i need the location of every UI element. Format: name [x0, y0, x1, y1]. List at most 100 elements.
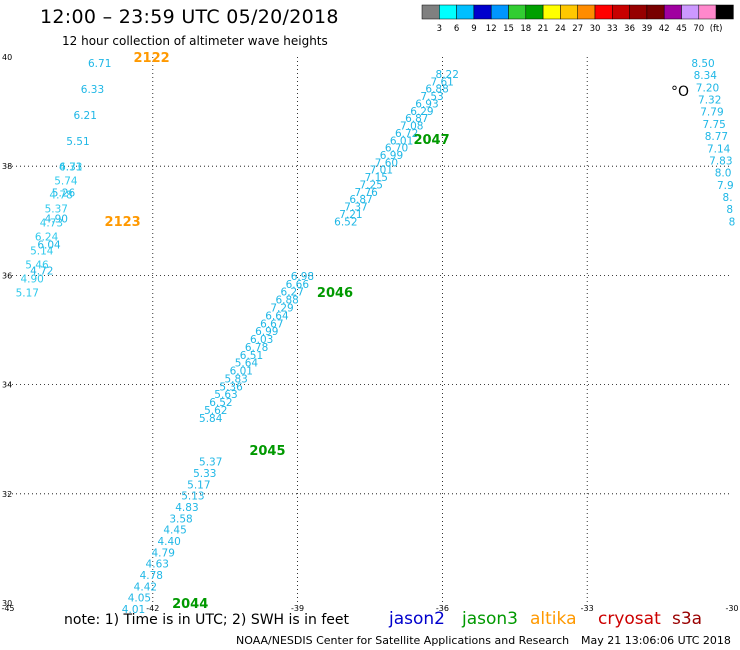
wave-height-value: 7.01: [370, 165, 393, 177]
wave-height-value: 6.88: [425, 84, 448, 96]
satellite-name-cryosat: cryosat: [598, 609, 661, 629]
lon-tick-label: -33: [581, 604, 594, 613]
wave-height-value: 7.14: [707, 143, 731, 155]
wave-height-value: 7.79: [700, 107, 723, 119]
wave-height-value: 6.99: [380, 150, 403, 162]
wave-height-value: 7.20: [696, 82, 719, 94]
legend-label: 21: [538, 24, 549, 34]
wave-height-value: 4.79: [152, 547, 175, 559]
lat-tick-label: 32: [2, 490, 12, 499]
wave-height-value: 6.01: [230, 366, 253, 378]
color-legend: 3 6 9 12 15 18 21 24 27 30 33 36 39 42 45 70 (ft): [421, 4, 734, 34]
legend-label: 15: [503, 24, 514, 34]
credit-text: NOAA/NESDIS Center for Satellite Applica…: [236, 634, 570, 647]
lat-tick-label: 36: [2, 271, 12, 280]
wave-height-value: 4.42: [134, 581, 157, 593]
wave-height-value: 8.77: [705, 131, 728, 143]
satellite-name-jason2: jason2: [389, 609, 445, 629]
track-2045: 5.375.335.175.134.833.584.454.404.794.63…: [122, 444, 286, 616]
wave-height-value: 6.87: [349, 194, 372, 206]
altimeter-tracks: 6.71 6.33 6.21 5.51 6.31 5.26 4.90 6.04 4.72 2122…: [16, 51, 736, 616]
legend-swatch: [490, 4, 509, 20]
wave-height-value: 7.53: [420, 91, 443, 103]
legend-swatch: [542, 4, 561, 20]
wave-height-value: 6.33: [81, 84, 104, 96]
wave-height-value: 6.87: [405, 113, 428, 125]
track-2122: 6.71 6.33 6.21 5.51 6.31 5.26 4.90 6.04 4.72 2122: [30, 51, 170, 277]
wave-height-value: 4.83: [175, 502, 198, 514]
wave-height-value: 4.78: [49, 190, 72, 202]
wave-height-value: 6.66: [286, 279, 310, 291]
wave-height-value: 4.90: [20, 273, 43, 285]
wave-height-value: 5.37: [199, 457, 222, 469]
legend-label: 45: [676, 24, 687, 34]
wave-height-value: 4.72: [30, 265, 53, 277]
wave-height-value: 6.29: [410, 106, 433, 118]
lon-tick-label: -45: [1, 604, 14, 613]
legend-label: 39: [641, 24, 652, 34]
wave-height-value: 6.52: [334, 216, 357, 228]
lon-tick-label: -36: [436, 604, 449, 613]
wave-height-value: 6.71: [88, 58, 111, 70]
legend-swatch: [715, 4, 734, 20]
wave-height-value: 7.61: [430, 76, 453, 88]
wave-height-value: 8.22: [436, 69, 459, 81]
legend-swatch: [560, 4, 578, 20]
satellite-name-s3a: s3a: [672, 609, 703, 629]
wave-height-value: 4.78: [140, 570, 163, 582]
legend-label: (ft): [710, 24, 723, 34]
legend-swatch: [594, 4, 613, 20]
wave-height-value: 7.9: [717, 180, 734, 192]
track-2046: 6.986.666.276.887.296.646.676.996.036.78…: [199, 271, 353, 425]
wave-height-value: 3.58: [169, 513, 192, 525]
wave-height-value: 6.24: [35, 232, 59, 244]
wave-height-value: 7.21: [339, 209, 362, 221]
wave-height-value: 5.51: [66, 136, 89, 148]
legend-label: 27: [572, 24, 583, 34]
wave-height-value: 7.08: [400, 121, 423, 133]
legend-label: 12: [486, 24, 497, 34]
lat-tick-label: 38: [2, 162, 12, 171]
legend-swatch: [508, 4, 527, 20]
wave-height-value: 7.76: [354, 187, 378, 199]
legend-label: 36: [624, 24, 635, 34]
wave-height-value: 5.17: [187, 479, 210, 491]
wave-height-value: 4.01: [122, 604, 145, 616]
legend-label: 24: [555, 24, 566, 34]
track-2047: 8.227.616.887.536.936.296.877.086.726.01…: [334, 69, 459, 228]
legend-swatch: [698, 4, 717, 20]
legend-swatch: [629, 4, 648, 20]
wave-height-value: 5.46: [25, 259, 49, 271]
wave-height-value: 6.52: [209, 397, 232, 409]
timestamp-text: May 21 13:06:06 UTC 2018: [581, 634, 731, 647]
legend-swatch: [663, 4, 682, 20]
wave-height-value: 6.27: [281, 287, 304, 299]
map-subtitle: 12 hour collection of altimeter wave hei…: [62, 34, 328, 48]
legend-swatch: [421, 4, 440, 20]
wave-height-value: 7.60: [375, 157, 398, 169]
wave-height-value: 4.90: [45, 214, 68, 226]
legend-label: 18: [520, 24, 531, 34]
lon-tick-label: -30: [725, 604, 738, 613]
wave-height-value: 4.45: [163, 525, 186, 537]
legend-swatch: [525, 4, 544, 20]
pass-label: 2046: [317, 286, 353, 301]
wave-height-value: 5.26: [52, 188, 76, 200]
wave-height-value: 7.32: [698, 95, 721, 107]
lat-tick-label: 34: [2, 381, 12, 390]
wave-height-value: 7.83: [709, 155, 732, 167]
lat-tick-label: 30: [2, 599, 12, 608]
wave-height-value: 4.63: [146, 559, 169, 571]
wave-height-value: 5.74: [54, 176, 78, 188]
legend-swatch: [456, 4, 475, 20]
satellite-name-altika: altika: [530, 609, 577, 629]
island-marker: °O: [671, 84, 689, 100]
track-2123: 4.73 5.74 4.78 5.37 4.73 6.245.14 5.46 4.90 5.17…: [16, 162, 141, 300]
wave-height-value: 6.31: [59, 162, 82, 174]
map-title: 12:00 – 23:59 UTC 05/20/2018: [40, 6, 339, 28]
legend-label: 3: [437, 24, 442, 34]
legend-swatch: [612, 4, 630, 20]
wave-height-value: 7.75: [702, 119, 725, 131]
wave-height-value: 6.78: [245, 342, 268, 354]
